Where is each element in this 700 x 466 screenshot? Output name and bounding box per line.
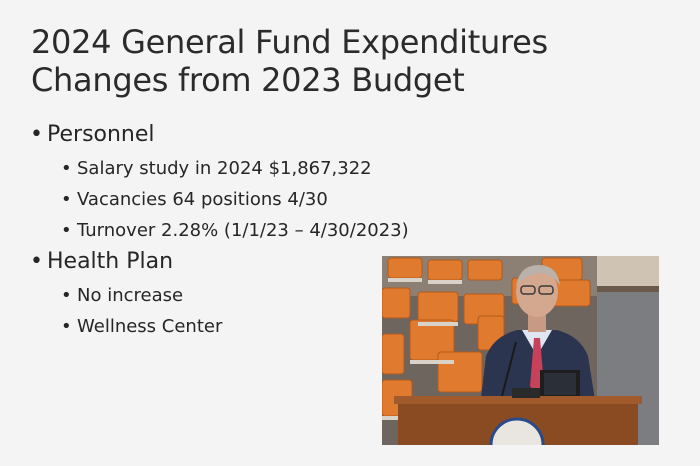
personnel-subitems: Salary study in 2024 $1,867,322 Vacancie… — [30, 153, 490, 246]
bullet-health-plan: Health Plan — [30, 248, 490, 276]
speaker-video-feed-icon — [382, 256, 659, 445]
bullet-list: Personnel Salary study in 2024 $1,867,32… — [30, 121, 490, 344]
slide-title: 2024 General Fund Expenditures Changes f… — [31, 23, 548, 99]
title-line-2: Changes from 2023 Budget — [31, 61, 465, 99]
health-plan-subitems: No increase Wellness Center — [30, 280, 490, 342]
bullet-no-increase: No increase — [30, 280, 490, 311]
bullet-personnel: Personnel — [30, 121, 490, 149]
speaker-video-inset[interactable] — [382, 256, 659, 445]
bullet-wellness-center: Wellness Center — [30, 311, 490, 342]
bullet-vacancies: Vacancies 64 positions 4/30 — [30, 184, 490, 215]
bullet-turnover: Turnover 2.28% (1/1/23 – 4/30/2023) — [30, 215, 490, 246]
bullet-salary-study: Salary study in 2024 $1,867,322 — [30, 153, 490, 184]
title-line-1: 2024 General Fund Expenditures — [31, 23, 548, 61]
